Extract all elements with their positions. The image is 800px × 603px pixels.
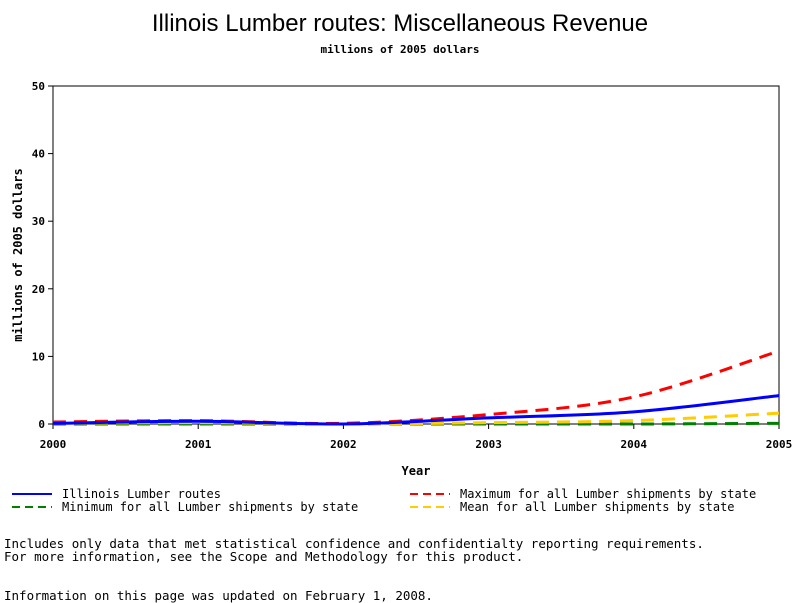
y-tick-label: 30: [32, 215, 45, 228]
legend-label-3: Minimum for all Lumber shipments by stat…: [62, 500, 358, 514]
x-tick-label: 2005: [766, 438, 793, 451]
x-tick-label: 2002: [330, 438, 357, 451]
x-axis-label: Year: [402, 464, 431, 478]
legend: Illinois Lumber routes Maximum for all Lu…: [12, 487, 756, 514]
legend-label-1: Illinois Lumber routes: [62, 487, 221, 501]
y-tick-label: 0: [38, 418, 45, 431]
footnote-updated: Information on this page was updated on …: [4, 588, 433, 603]
x-tick-label: 2004: [621, 438, 648, 451]
y-axis-label: millions of 2005 dollars: [11, 168, 25, 341]
footnote-confidence: Includes only data that met statistical …: [4, 536, 704, 551]
plot-frame: [52, 85, 780, 425]
y-tick-label: 40: [32, 148, 45, 161]
x-tick-label: 2003: [475, 438, 502, 451]
y-tick-label: 10: [32, 350, 45, 363]
plot-area: 0 10 20 30 40 50 2000 2001 2002 2003 2004 2005: [32, 80, 793, 451]
line-chart: Illinois Lumber routes: Miscellaneous Re…: [11, 10, 793, 514]
chart-title: Illinois Lumber routes: Miscellaneous Re…: [152, 10, 648, 37]
footnote-methodology: For more information, see the Scope and …: [4, 549, 524, 564]
series-line-2: [52, 349, 780, 426]
legend-label-2: Maximum for all Lumber shipments by stat…: [460, 487, 756, 501]
series-layer: [52, 349, 780, 426]
series-line-1: [52, 394, 780, 426]
y-tick-label: 50: [32, 80, 45, 93]
chart-subtitle: millions of 2005 dollars: [321, 43, 480, 56]
x-tick-label: 2000: [40, 438, 67, 451]
legend-label-4: Mean for all Lumber shipments by state: [460, 500, 735, 514]
y-tick-label: 20: [32, 283, 45, 296]
x-tick-label: 2001: [185, 438, 212, 451]
